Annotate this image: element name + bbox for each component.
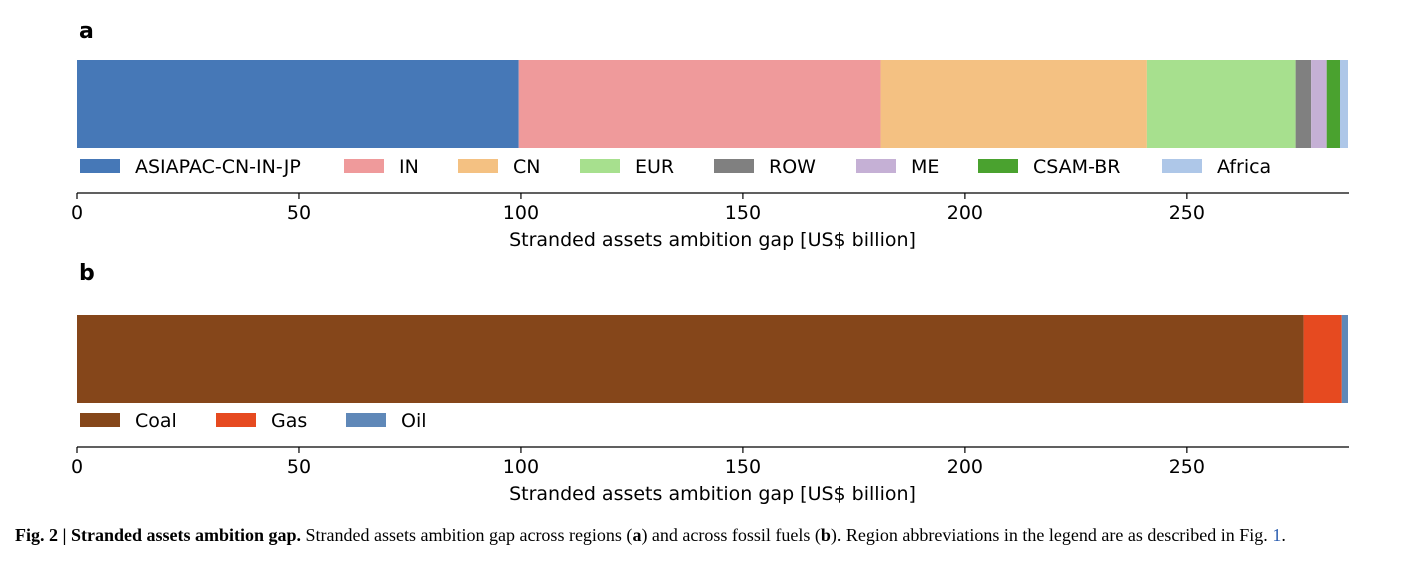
bar-segment (518, 60, 881, 148)
x-tick-label: 100 (503, 202, 539, 224)
legend-swatch (1162, 159, 1202, 173)
bar-segment (1146, 60, 1296, 148)
x-tick-label: 0 (71, 202, 83, 224)
bar-segment (1341, 315, 1348, 403)
legend-label: CN (513, 156, 540, 178)
x-tick-label: 0 (71, 456, 83, 478)
bar-segment (77, 315, 1304, 403)
bar-segment (1295, 60, 1312, 148)
caption-panel-a: a (632, 525, 642, 545)
legend-label: Gas (271, 410, 307, 432)
x-tick-label: 50 (287, 202, 311, 224)
legend-swatch (458, 159, 498, 173)
caption-lead: Fig. 2 | Stranded assets ambition gap. (15, 525, 301, 545)
legend-swatch (714, 159, 754, 173)
legend-label: ME (911, 156, 939, 178)
legend-swatch (344, 159, 384, 173)
legend-swatch (216, 413, 256, 427)
legend-swatch (978, 159, 1018, 173)
legend-swatch (346, 413, 386, 427)
legend-swatch (580, 159, 620, 173)
legend-swatch (856, 159, 896, 173)
legend-label: Oil (401, 410, 427, 432)
x-tick-label: 100 (503, 456, 539, 478)
x-tick-label: 250 (1169, 456, 1205, 478)
x-tick-label: 50 (287, 456, 311, 478)
legend-swatch (80, 413, 120, 427)
bar-segment (1326, 60, 1341, 148)
x-tick-label: 200 (947, 456, 983, 478)
panel-label: b (79, 261, 95, 286)
caption-figure-link[interactable]: 1 (1272, 525, 1282, 545)
caption-panel-b: b (820, 525, 831, 545)
figure: a ASIAPAC-CN-IN-JP IN CN EUR ROW ME CSAM-BR Afri… (71, 19, 1349, 505)
figure-caption: Fig. 2 | Stranded assets ambition gap. S… (15, 522, 1407, 548)
caption-end: . (1281, 525, 1286, 545)
x-tick-label: 150 (725, 456, 761, 478)
legend-swatch (80, 159, 120, 173)
legend-label: Coal (135, 410, 177, 432)
legend-label: Africa (1217, 156, 1271, 178)
bar-segment (1303, 315, 1342, 403)
caption-text-2: ) and across fossil fuels ( (641, 525, 821, 545)
x-tick-label: 150 (725, 202, 761, 224)
bar-segment (1311, 60, 1327, 148)
x-axis-label: Stranded assets ambition gap [US$ billio… (509, 483, 916, 505)
bar-segment (1340, 60, 1348, 148)
x-tick-label: 200 (947, 202, 983, 224)
legend-label: IN (399, 156, 419, 178)
legend-label: ASIAPAC-CN-IN-JP (135, 156, 301, 178)
caption-text-1: Stranded assets ambition gap across regi… (301, 525, 633, 545)
caption-text-3: ). Region abbreviations in the legend ar… (830, 525, 1273, 545)
bar-segment (77, 60, 519, 148)
panel-label: a (79, 19, 94, 44)
x-axis-label: Stranded assets ambition gap [US$ billio… (509, 229, 916, 251)
legend-label: EUR (635, 156, 674, 178)
x-tick-label: 250 (1169, 202, 1205, 224)
legend-label: ROW (769, 156, 816, 178)
bar-segment (880, 60, 1147, 148)
legend-label: CSAM-BR (1033, 156, 1121, 178)
